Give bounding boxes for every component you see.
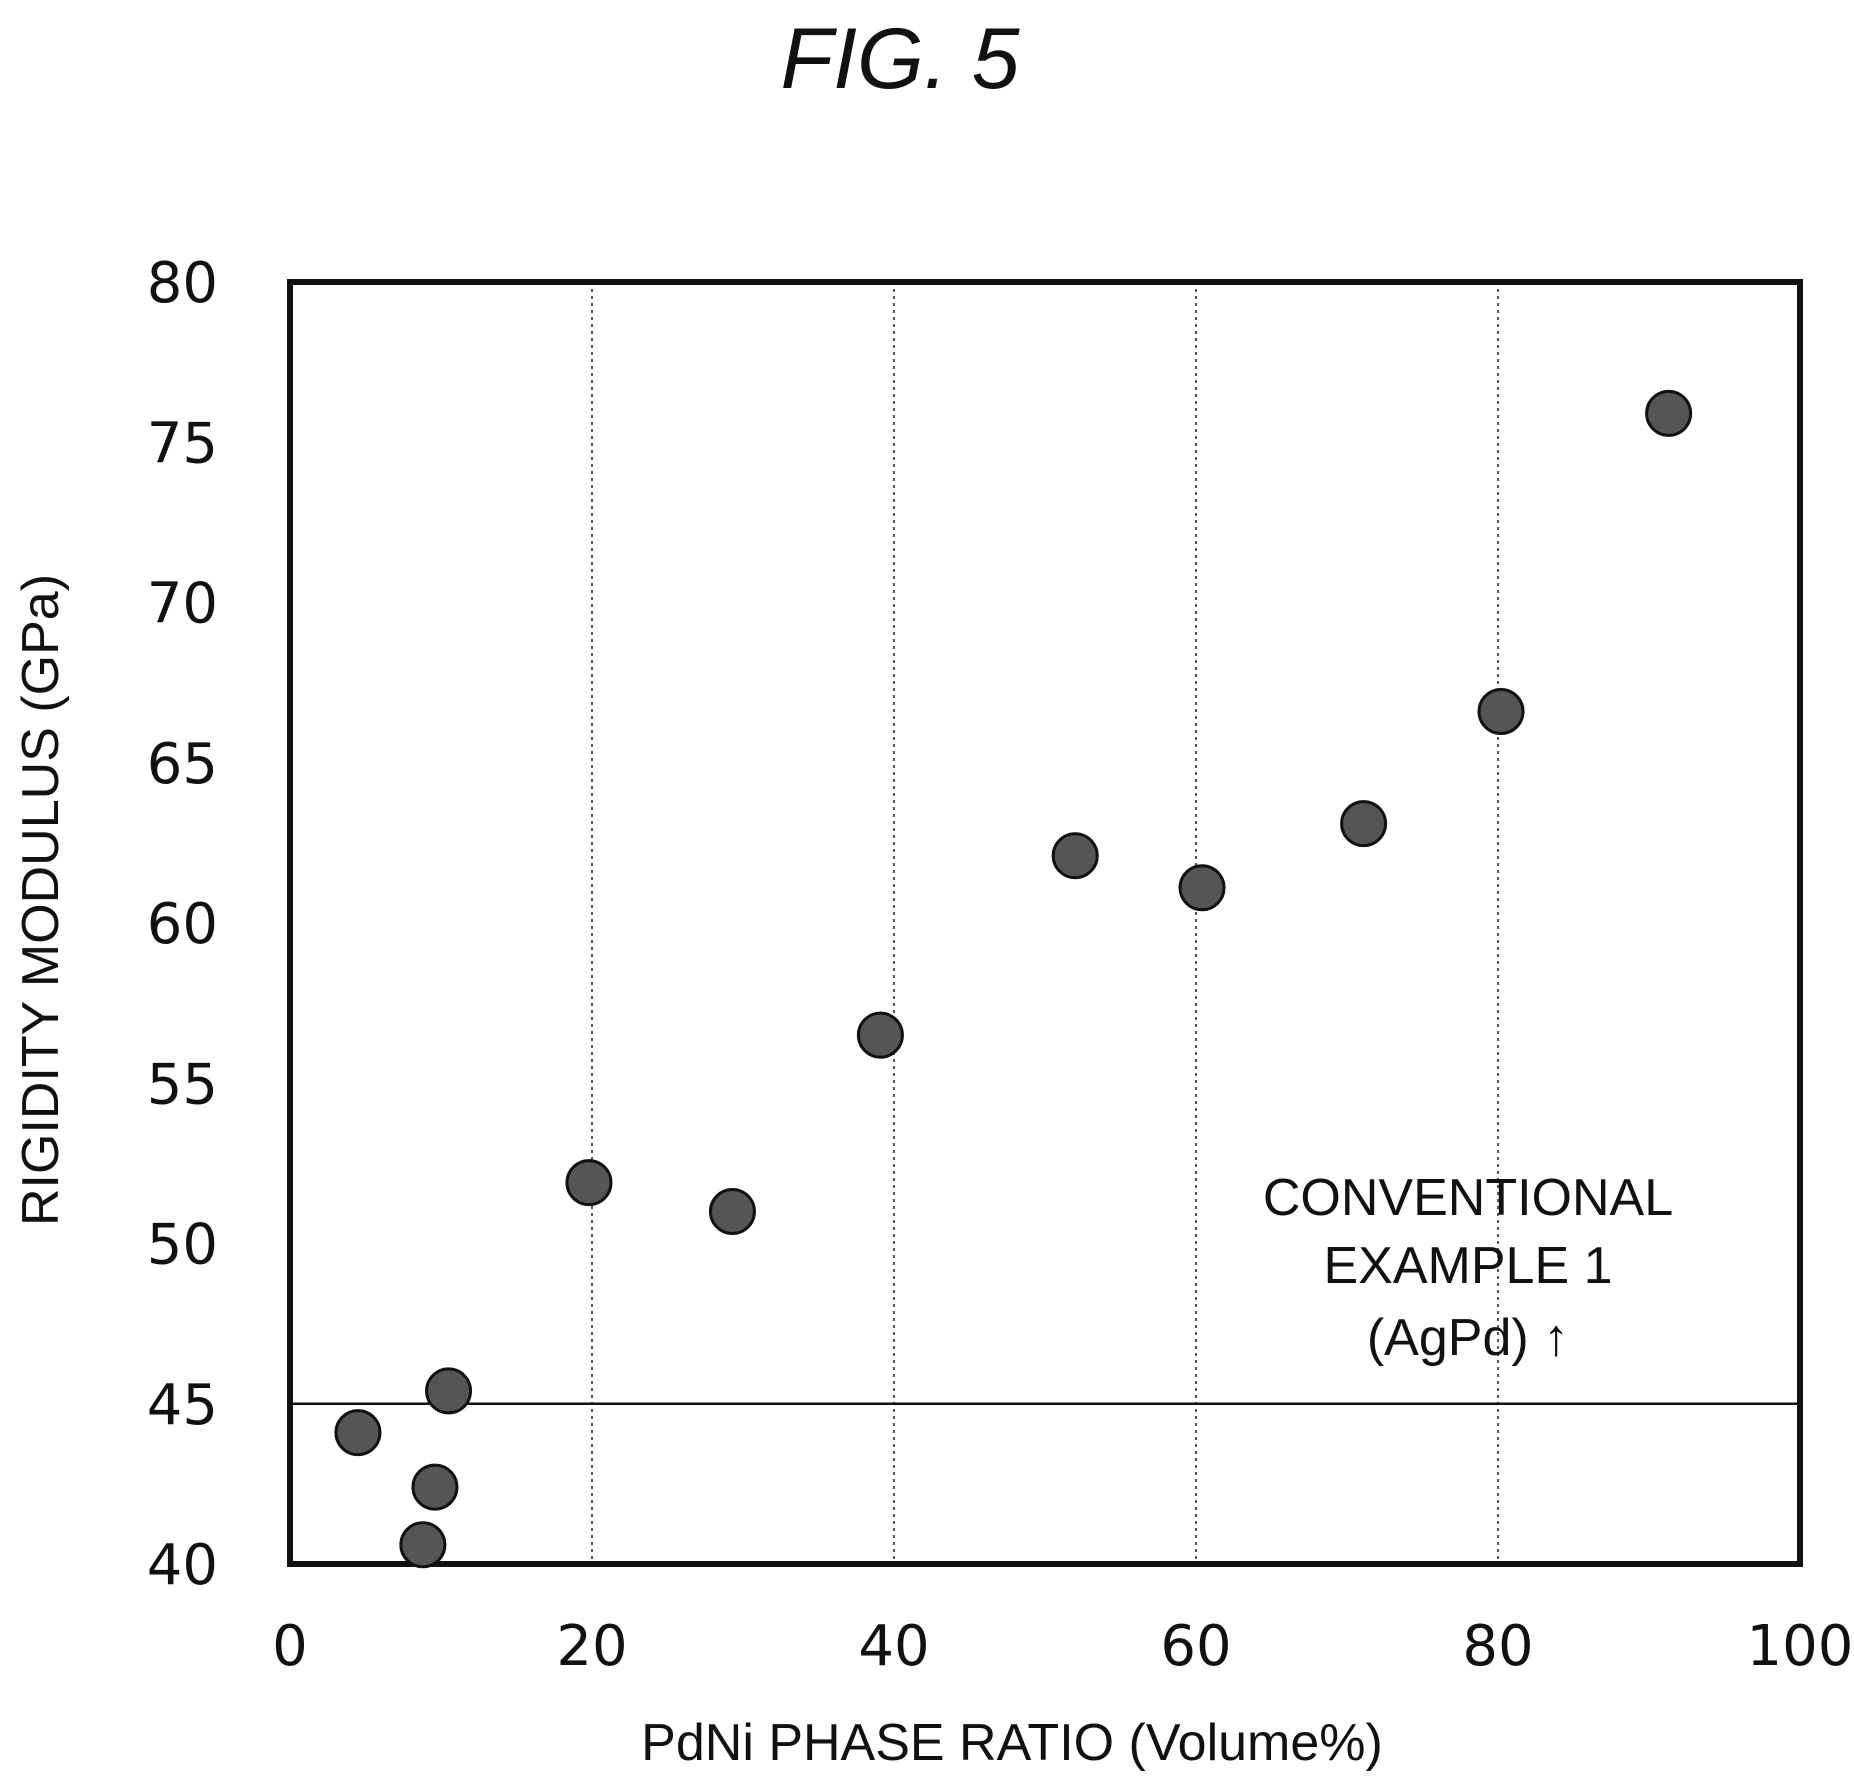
data-point-10 [1342, 802, 1386, 846]
x-tick-label-0: 0 [272, 1614, 308, 1679]
data-point-2 [401, 1523, 445, 1567]
x-tick-labels: 0 20 40 60 80 100 [272, 1614, 1853, 1679]
y-tick-label-80: 80 [147, 251, 218, 316]
x-tick-label-100: 100 [1747, 1614, 1854, 1679]
data-point-9 [1180, 866, 1224, 910]
figure-title: FIG. 5 [781, 11, 1021, 107]
data-point-6 [710, 1189, 754, 1233]
y-tick-label-40: 40 [147, 1533, 218, 1598]
annotation-line-3: (AgPd) ↑ [1367, 1309, 1569, 1367]
data-point-3 [413, 1465, 457, 1509]
annotation-line-1: CONVENTIONAL [1263, 1169, 1673, 1227]
x-tick-label-20: 20 [556, 1614, 627, 1679]
data-point-1 [336, 1411, 380, 1455]
x-tick-label-60: 60 [1160, 1614, 1231, 1679]
data-point-5 [567, 1161, 611, 1205]
data-point-11 [1479, 689, 1523, 733]
y-tick-label-45: 45 [147, 1373, 218, 1438]
x-tick-label-80: 80 [1462, 1614, 1533, 1679]
y-tick-label-55: 55 [147, 1052, 218, 1117]
x-axis-label: PdNi PHASE RATIO (Volume%) [641, 1714, 1383, 1772]
data-points [336, 391, 1691, 1566]
y-tick-label-70: 70 [147, 572, 218, 637]
data-point-4 [427, 1369, 471, 1413]
y-tick-labels: 40 45 50 55 60 65 70 75 80 [147, 251, 218, 1598]
y-tick-label-65: 65 [147, 732, 218, 797]
y-tick-label-60: 60 [147, 892, 218, 957]
data-point-8 [1053, 834, 1097, 878]
plot-frame [290, 282, 1800, 1564]
y-axis-label: RIGIDITY MODULUS (GPa) [12, 574, 70, 1226]
x-tick-label-40: 40 [858, 1614, 929, 1679]
y-tick-label-50: 50 [147, 1213, 218, 1278]
grid-lines [592, 282, 1498, 1564]
y-tick-label-75: 75 [147, 411, 218, 476]
data-point-7 [858, 1013, 902, 1057]
data-point-12 [1647, 391, 1691, 435]
annotation-line-2: EXAMPLE 1 [1323, 1237, 1612, 1295]
